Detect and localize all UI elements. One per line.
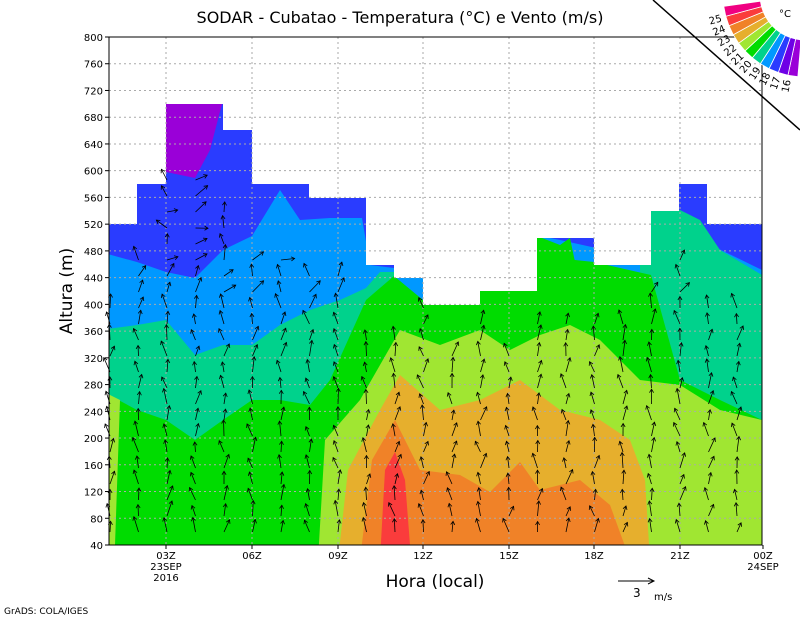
x-tick-label: 09Z	[328, 551, 348, 562]
y-tick-label: 680	[84, 113, 103, 124]
y-tick-label: 320	[84, 354, 103, 365]
y-tick-label: 200	[84, 434, 103, 445]
y-tick-label: 640	[84, 140, 103, 151]
vector-reference: 3 m/s	[618, 578, 672, 603]
y-tick-label: 360	[84, 327, 103, 338]
colorbar-unit: °C	[779, 9, 791, 20]
x-tick-label: 15Z	[499, 551, 519, 562]
x-tick-sublabel: 24SEP	[747, 562, 778, 573]
x-tick-label: 06Z	[242, 551, 262, 562]
y-tick-label: 40	[90, 541, 103, 552]
y-axis-label: Altura (m)	[57, 248, 77, 334]
x-tick-sublabel: 2016	[153, 573, 178, 584]
y-tick-label: 800	[84, 33, 103, 44]
x-tick-label: 03Z	[156, 551, 176, 562]
vector-ref-unit: m/s	[654, 592, 672, 603]
wind-arrow	[139, 488, 140, 500]
y-tick-label: 480	[84, 247, 103, 258]
x-tick-sublabel: 23SEP	[150, 562, 181, 573]
y-tick-label: 80	[90, 514, 103, 525]
y-tick-label: 720	[84, 86, 103, 97]
y-tick-label: 560	[84, 193, 103, 204]
wind-arrow	[138, 505, 139, 516]
vector-ref-value: 3	[633, 586, 641, 600]
y-tick-label: 120	[84, 488, 103, 499]
footer-credit: GrADS: COLA/IGES	[4, 607, 88, 617]
x-tick-label: 21Z	[670, 551, 690, 562]
y-tick-label: 160	[84, 461, 103, 472]
y-tick-label: 760	[84, 60, 103, 71]
x-tick-label: 00Z	[753, 551, 773, 562]
chart-title: SODAR - Cubatao - Temperatura (°C) e Ven…	[197, 8, 604, 27]
y-tick-label: 280	[84, 381, 103, 392]
x-tick-label: 18Z	[584, 551, 604, 562]
y-tick-label: 240	[84, 407, 103, 418]
y-tick-label: 400	[84, 300, 103, 311]
y-tick-label: 600	[84, 167, 103, 178]
x-axis-label: Hora (local)	[386, 572, 485, 592]
y-tick-label: 440	[84, 274, 103, 285]
x-tick-label: 12Z	[413, 551, 433, 562]
y-tick-label: 520	[84, 220, 103, 231]
